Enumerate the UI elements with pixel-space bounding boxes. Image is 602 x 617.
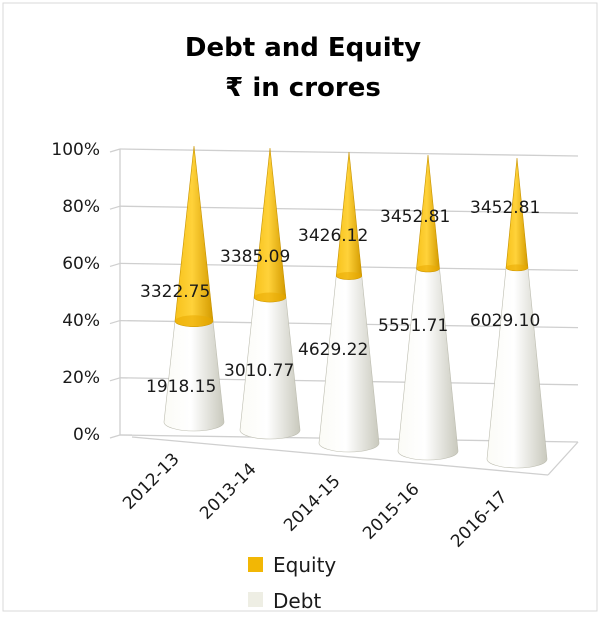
floor-right-edge xyxy=(547,441,579,476)
legend: Equity Debt xyxy=(248,553,336,613)
y-tick-mark-2 xyxy=(109,320,121,325)
label-debt-2012-13: 1918.15 xyxy=(146,377,216,397)
y-tick-20: 20% xyxy=(62,368,100,388)
label-debt-2015-16: 5551.71 xyxy=(378,316,448,336)
y-tick-mark-1 xyxy=(109,377,121,382)
label-debt-2016-17: 6029.10 xyxy=(470,311,540,331)
cone-2012-13 xyxy=(163,145,225,432)
y-tick-mark-4 xyxy=(109,205,121,210)
floor-front-edge xyxy=(131,436,549,476)
cones xyxy=(163,145,548,469)
cone-split-ellipse-2014-15 xyxy=(336,271,362,280)
cone-split-ellipse-2012-13 xyxy=(174,315,214,327)
cone-2016-17 xyxy=(486,157,548,469)
y-axis-ticks: 0% 20% 40% 60% 80% 100% xyxy=(51,140,100,445)
legend-label-debt: Debt xyxy=(273,589,321,613)
label-equity-2015-16: 3452.81 xyxy=(380,207,450,227)
label-equity-2012-13: 3322.75 xyxy=(140,282,210,302)
cone-split-ellipse-2013-14 xyxy=(254,292,286,303)
cone-debt-2013-14 xyxy=(239,296,301,440)
y-tick-60: 60% xyxy=(62,254,100,274)
label-equity-2014-15: 3426.12 xyxy=(298,226,368,246)
chart-frame xyxy=(2,2,598,612)
cone-debt-2015-16 xyxy=(397,268,459,461)
label-debt-2014-15: 4629.22 xyxy=(298,340,368,360)
chart-title: Debt and Equity xyxy=(185,33,421,63)
legend-label-equity: Equity xyxy=(273,553,336,577)
y-tick-mark-0 xyxy=(109,434,121,439)
y-tick-mark-5 xyxy=(109,148,121,153)
label-debt-2013-14: 3010.77 xyxy=(224,361,294,381)
cone-split-ellipse-2015-16 xyxy=(416,265,440,272)
y-tick-mark-3 xyxy=(109,262,121,267)
cone-equity-2014-15 xyxy=(335,151,363,280)
legend-swatch-debt xyxy=(248,592,263,607)
label-equity-2016-17: 3452.81 xyxy=(470,198,540,218)
data-labels: 1918.15 3010.77 4629.22 5551.71 6029.10 … xyxy=(140,198,540,397)
y-tick-100: 100% xyxy=(51,140,100,160)
cone-debt-2016-17 xyxy=(486,267,548,469)
y-tick-40: 40% xyxy=(62,311,100,331)
label-equity-2013-14: 3385.09 xyxy=(220,247,290,267)
y-tick-80: 80% xyxy=(62,197,100,217)
y-tick-0: 0% xyxy=(73,425,100,445)
cone-2015-16 xyxy=(397,154,459,461)
cone-debt-2012-13 xyxy=(163,320,225,432)
legend-swatch-equity xyxy=(248,557,263,572)
cone-split-ellipse-2016-17 xyxy=(506,264,528,271)
cone-debt-2014-15 xyxy=(318,275,380,453)
chart-subtitle: ₹ in crores xyxy=(225,73,381,103)
cone-2013-14 xyxy=(239,147,301,440)
cone-2014-15 xyxy=(318,151,380,453)
